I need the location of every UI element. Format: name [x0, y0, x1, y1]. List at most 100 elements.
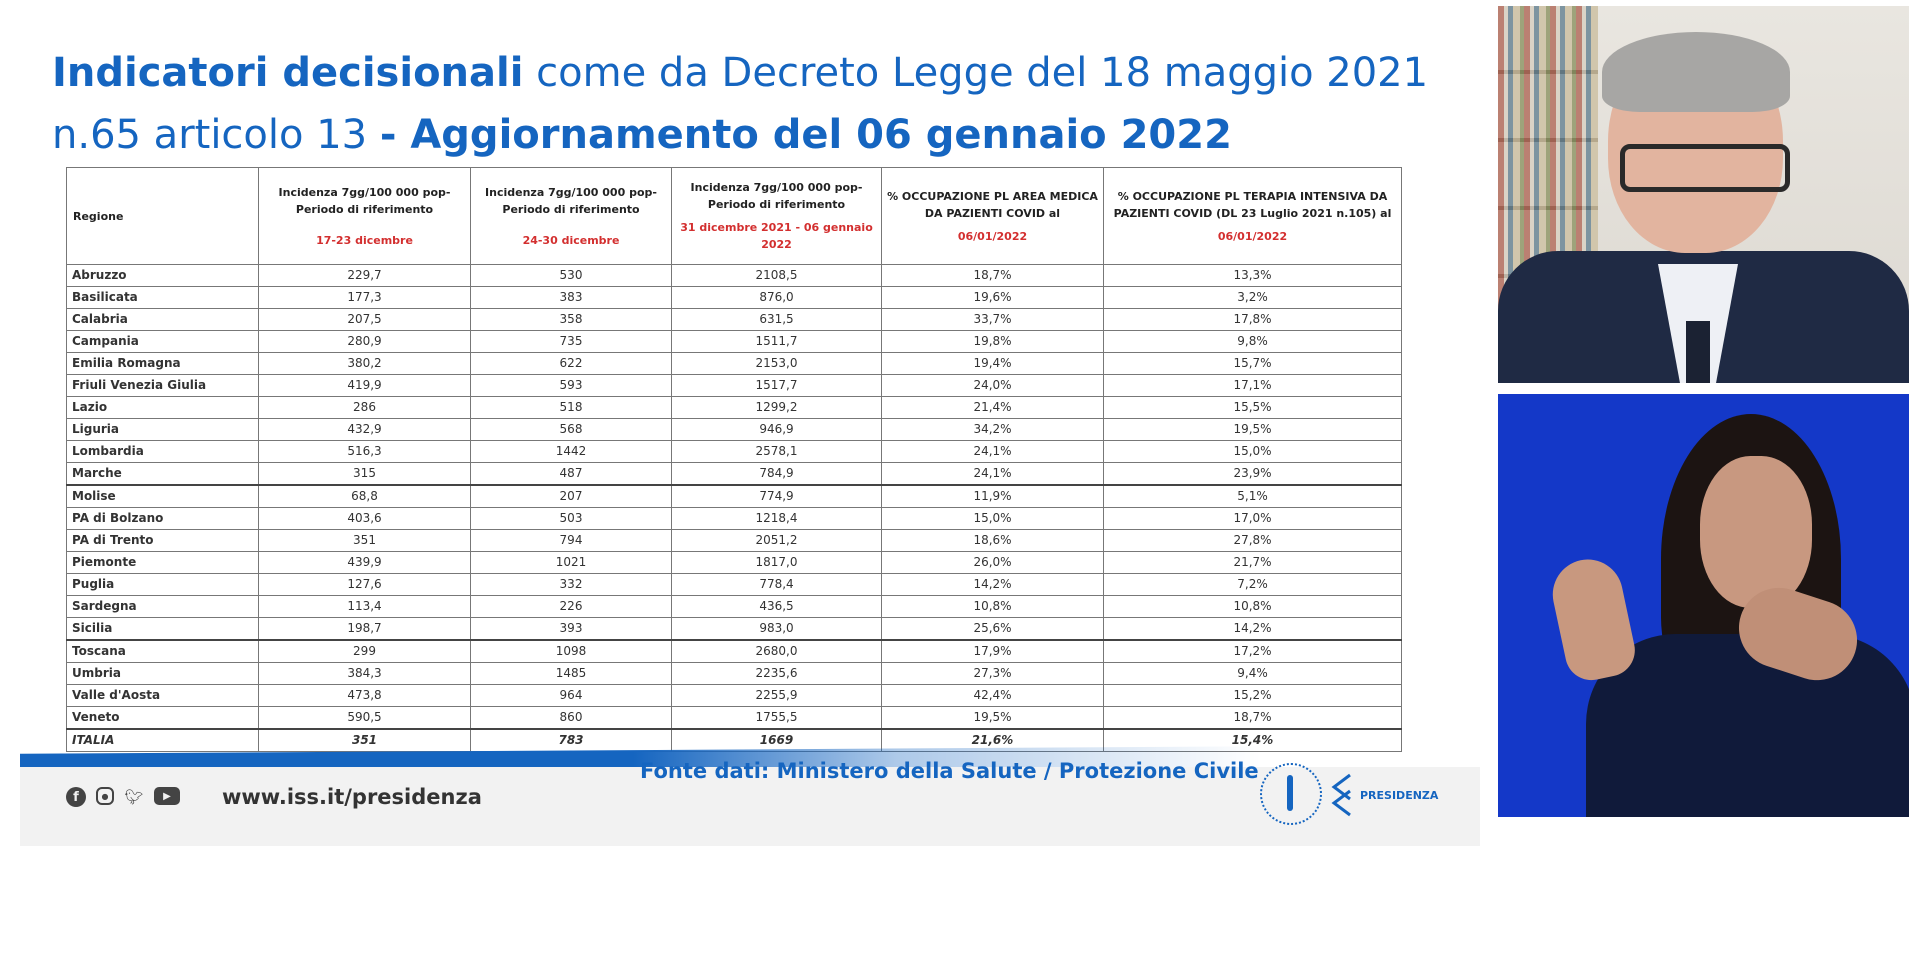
cell-c4: 10,8% — [881, 595, 1104, 618]
cell-c5: 15,7% — [1103, 352, 1402, 375]
cell-c3: 436,5 — [671, 595, 882, 618]
header-incidence-1: Incidenza 7gg/100 000 pop- Periodo di ri… — [258, 167, 471, 265]
cell-c3: 2680,0 — [671, 639, 882, 663]
cell-c2: 518 — [470, 396, 672, 419]
cell-c2: 964 — [470, 684, 672, 707]
cell-c4: 25,6% — [881, 617, 1104, 641]
cell-c1: 516,3 — [258, 440, 471, 463]
header-medical-occupancy: % OCCUPAZIONE PL AREA MEDICA DA PAZIENTI… — [881, 167, 1104, 265]
cell-c3: 778,4 — [671, 573, 882, 596]
cell-c4: 26,0% — [881, 551, 1104, 574]
cell-c4: 14,2% — [881, 573, 1104, 596]
header-incidence-3-period: 31 dicembre 2021 - 06 gennaio 2022 — [680, 221, 873, 251]
table-row: Puglia 127,6 332 778,4 14,2% 7,2% — [66, 573, 1402, 596]
cell-c2: 735 — [470, 330, 672, 353]
title-bold-part-2: - Aggiornamento del 06 gennaio 2022 — [379, 112, 1232, 158]
title-normal-part: come da Decreto Legge del 18 maggio 2021… — [52, 50, 1429, 158]
cell-c4: 24,1% — [881, 440, 1104, 463]
cell-c2: 332 — [470, 573, 672, 596]
cell-c4: 15,0% — [881, 507, 1104, 530]
cell-c3: 631,5 — [671, 308, 882, 331]
cell-region: Veneto — [66, 706, 259, 730]
header-incidence-2-period: 24-30 dicembre — [522, 233, 620, 247]
interpreter-body — [1586, 634, 1909, 817]
cell-c2: 207 — [470, 484, 672, 508]
cell-c4: 33,7% — [881, 308, 1104, 331]
table-body: Abruzzo 229,7 530 2108,5 18,7% 13,3% Basilicat… — [66, 264, 1402, 752]
cell-c2: 783 — [470, 728, 672, 752]
cell-c2: 1098 — [470, 639, 672, 663]
table-row: Calabria 207,5 358 631,5 33,7% 17,8% — [66, 308, 1402, 331]
table-row: Lazio 286 518 1299,2 21,4% 15,5% — [66, 396, 1402, 419]
instagram-icon: ● — [96, 787, 114, 805]
cell-c4: 34,2% — [881, 418, 1104, 441]
header-medical-occupancy-date: 06/01/2022 — [957, 229, 1028, 243]
cell-c2: 593 — [470, 374, 672, 397]
cell-region: Abruzzo — [66, 264, 259, 287]
cell-c3: 1218,4 — [671, 507, 882, 530]
cell-c1: 432,9 — [258, 418, 471, 441]
presidenza-logo-text: PRESIDENZA — [1360, 789, 1439, 802]
slide-title: Indicatori decisionali come da Decreto L… — [52, 42, 1472, 166]
cell-c3: 983,0 — [671, 617, 882, 641]
cell-region: Lazio — [66, 396, 259, 419]
cell-c3: 1755,5 — [671, 706, 882, 730]
cell-c4: 19,6% — [881, 286, 1104, 309]
cell-c1: 439,9 — [258, 551, 471, 574]
cell-c1: 384,3 — [258, 662, 471, 685]
cell-c1: 590,5 — [258, 706, 471, 730]
cell-c1: 419,9 — [258, 374, 471, 397]
cell-c1: 351 — [258, 529, 471, 552]
table-row: PA di Trento 351 794 2051,2 18,6% 27,8% — [66, 529, 1402, 552]
speaker-tie — [1686, 321, 1710, 383]
table-row: Molise 68,8 207 774,9 11,9% 5,1% — [66, 484, 1402, 508]
cell-region: Basilicata — [66, 286, 259, 309]
cell-c2: 383 — [470, 286, 672, 309]
cell-c5: 3,2% — [1103, 286, 1402, 309]
header-icu-occupancy: % OCCUPAZIONE PL TERAPIA INTENSIVA DA PA… — [1103, 167, 1402, 265]
cell-region: Puglia — [66, 573, 259, 596]
speaker-hair — [1602, 32, 1790, 112]
cell-c2: 622 — [470, 352, 672, 375]
cell-c5: 15,2% — [1103, 684, 1402, 707]
header-icu-occupancy-date: 06/01/2022 — [1217, 229, 1288, 243]
cell-c4: 24,1% — [881, 462, 1104, 486]
cell-c1: 229,7 — [258, 264, 471, 287]
iss-seal-logo-icon — [1260, 763, 1322, 825]
presidenza-mark-icon — [1331, 773, 1351, 817]
cell-c3: 774,9 — [671, 484, 882, 508]
cell-region: ITALIA — [66, 728, 259, 752]
cell-c4: 18,6% — [881, 529, 1104, 552]
cell-c5: 27,8% — [1103, 529, 1402, 552]
indicators-table: Regione Incidenza 7gg/100 000 pop- Perio… — [66, 167, 1402, 752]
cell-c1: 286 — [258, 396, 471, 419]
cell-c5: 17,1% — [1103, 374, 1402, 397]
cell-c5: 14,2% — [1103, 617, 1402, 641]
cell-region: Piemonte — [66, 551, 259, 574]
cell-c1: 403,6 — [258, 507, 471, 530]
cell-c2: 393 — [470, 617, 672, 641]
interpreter-face — [1700, 456, 1812, 608]
cell-c2: 226 — [470, 595, 672, 618]
table-row: PA di Bolzano 403,6 503 1218,4 15,0% 17,0% — [66, 507, 1402, 530]
cell-region: Umbria — [66, 662, 259, 685]
table-row: Friuli Venezia Giulia 419,9 593 1517,7 24,0%… — [66, 374, 1402, 397]
facebook-icon: f — [66, 787, 86, 807]
cell-c4: 11,9% — [881, 484, 1104, 508]
table-row: Liguria 432,9 568 946,9 34,2% 19,5% — [66, 418, 1402, 441]
cell-c1: 280,9 — [258, 330, 471, 353]
cell-region: Calabria — [66, 308, 259, 331]
cell-c3: 1817,0 — [671, 551, 882, 574]
table-row: Marche 315 487 784,9 24,1% 23,9% — [66, 462, 1402, 486]
cell-c4: 21,4% — [881, 396, 1104, 419]
cell-c4: 19,5% — [881, 706, 1104, 730]
cell-c1: 315 — [258, 462, 471, 486]
table-row: Umbria 384,3 1485 2235,6 27,3% 9,4% — [66, 662, 1402, 685]
cell-c5: 10,8% — [1103, 595, 1402, 618]
table-total-row: ITALIA 351 783 1669 21,6% 15,4% — [66, 728, 1402, 752]
header-incidence-2: Incidenza 7gg/100 000 pop- Periodo di ri… — [470, 167, 672, 265]
cell-c1: 68,8 — [258, 484, 471, 508]
cell-region: Sicilia — [66, 617, 259, 641]
cell-c5: 19,5% — [1103, 418, 1402, 441]
cell-region: Marche — [66, 462, 259, 486]
